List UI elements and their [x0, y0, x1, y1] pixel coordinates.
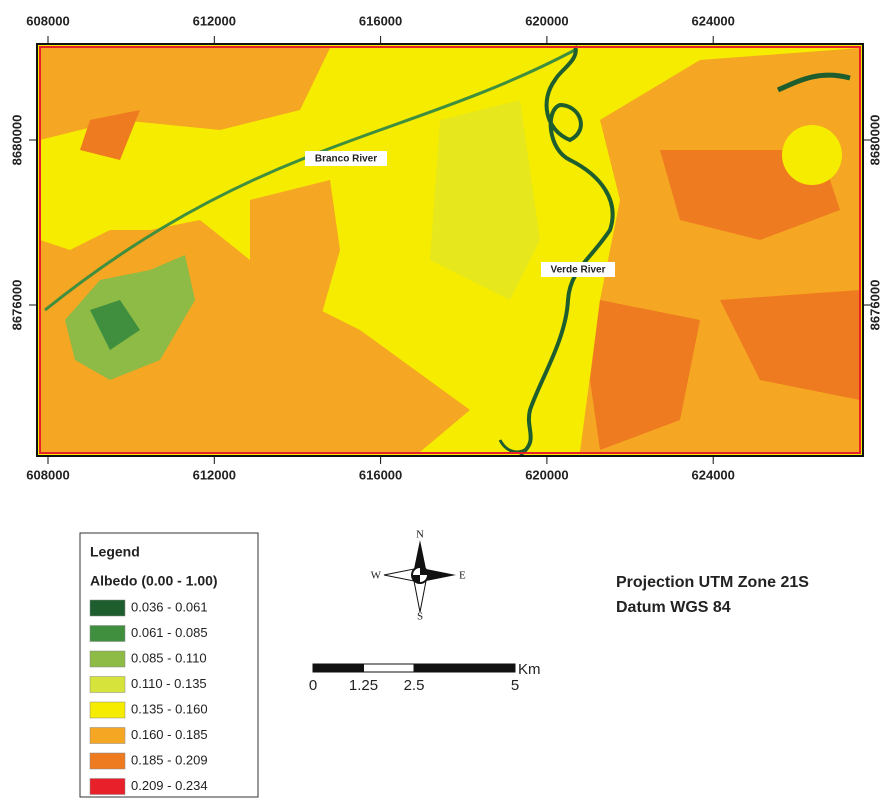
body: Branco River Verde River 608000 608000 612…: [0, 0, 886, 800]
legend-label: 0.036 - 0.061: [131, 599, 208, 614]
projection: Projection UTM Zone 21S Datum WGS 84: [616, 574, 809, 616]
legend-label: 0.135 - 0.160: [131, 701, 208, 716]
x-tick-label: 612000: [193, 467, 236, 482]
river-label: Branco River: [315, 154, 377, 165]
scale-label: 5: [511, 677, 519, 694]
compass-w: W: [371, 570, 382, 582]
x-tick-label: 620000: [525, 13, 568, 28]
map-image: [37, 44, 863, 456]
compass-s: S: [417, 611, 423, 623]
y-tick-label: 8680000: [9, 115, 24, 166]
x-tick-label: 612000: [193, 13, 236, 28]
legend-swatch: [90, 651, 125, 667]
legend-swatch: [90, 626, 125, 642]
legend: Legend Albedo (0.00 - 1.00) 0.036 - 0.06…: [80, 533, 258, 797]
projection-text: Projection UTM Zone 21S: [616, 574, 809, 591]
legend-swatch: [90, 753, 125, 769]
map-feature: [782, 125, 842, 185]
page: Albedo map {"map": { "x_ticks": [608000,…: [0, 0, 886, 800]
scale-unit: Km: [518, 661, 541, 678]
river-label: Verde River: [550, 265, 605, 276]
legend-label: 0.110 - 0.135: [131, 676, 207, 691]
scale-segment: [313, 664, 364, 672]
scale-segment: [364, 664, 415, 672]
map-page: Branco River Verde River 608000 608000 612…: [0, 0, 886, 800]
legend-swatch: [90, 728, 125, 744]
legend-label: 0.185 - 0.209: [131, 752, 208, 767]
y-tick-label: 8676000: [9, 280, 24, 331]
legend-swatch: [90, 702, 125, 718]
legend-swatch: [90, 677, 125, 693]
legend-label: 0.209 - 0.234: [131, 778, 208, 793]
legend-swatch: [90, 779, 125, 795]
x-tick-label: 624000: [692, 13, 735, 28]
compass: N S E W: [371, 529, 466, 623]
datum-text: Datum WGS 84: [616, 599, 731, 616]
legend-label: 0.061 - 0.085: [131, 625, 208, 640]
x-tick-label: 624000: [692, 467, 735, 482]
scale-segment: [414, 664, 515, 672]
compass-n: N: [416, 529, 424, 541]
legend-label: 0.160 - 0.185: [131, 727, 208, 742]
x-tick-label: 608000: [26, 13, 69, 28]
scale-label: 2.5: [404, 677, 425, 694]
x-tick-label: 616000: [359, 467, 402, 482]
scale-bar: Km 0 1.25 2.5 5: [309, 661, 541, 694]
legend-label: 0.085 - 0.110: [131, 650, 207, 665]
legend-swatch: [90, 600, 125, 616]
legend-title: Legend: [90, 544, 140, 560]
scale-label: 0: [309, 677, 317, 694]
scale-label: 1.25: [349, 677, 378, 694]
legend-subtitle: Albedo (0.00 - 1.00): [90, 573, 218, 589]
x-tick-label: 620000: [525, 467, 568, 482]
compass-e: E: [459, 570, 466, 582]
x-tick-label: 616000: [359, 13, 402, 28]
x-tick-label: 608000: [26, 467, 69, 482]
